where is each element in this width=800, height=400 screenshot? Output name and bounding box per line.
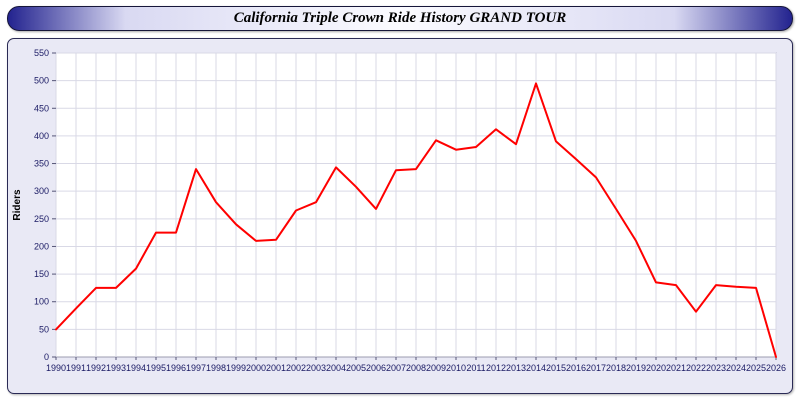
y-tick-label: 250 [34,214,49,224]
x-tick-label: 2015 [546,363,566,373]
x-tick-label: 2024 [726,363,746,373]
x-tick-label: 2000 [246,363,266,373]
y-tick-label: 450 [34,103,49,113]
x-tick-label: 2026 [766,363,786,373]
y-axis-label: Riders [12,189,23,221]
x-tick-label: 1990 [46,363,66,373]
x-tick-label: 1991 [66,363,86,373]
y-tick-label: 50 [39,324,49,334]
x-tick-label: 1997 [186,363,206,373]
x-tick-label: 1996 [166,363,186,373]
x-tick-label: 2007 [386,363,406,373]
chart-title: California Triple Crown Ride History GRA… [233,10,567,26]
x-tick-label: 2003 [306,363,326,373]
x-tick-label: 2001 [266,363,286,373]
x-tick-label: 2022 [686,363,706,373]
x-tick-label: 2011 [466,363,485,373]
x-tick-label: 1998 [206,363,226,373]
x-tick-label: 2005 [346,363,366,373]
y-tick-label: 500 [34,76,49,86]
y-tick-label: 100 [34,297,49,307]
y-tick-label: 150 [34,269,49,279]
x-tick-label: 1994 [126,363,146,373]
x-tick-label: 2002 [286,363,306,373]
chart-panel: 1990 1991 1992 1993 1994 1995 1996 1997 1998 1999… [7,38,793,394]
x-tick-label: 2025 [746,363,766,373]
x-tick-label: 1992 [86,363,106,373]
chart-svg: 1990 1991 1992 1993 1994 1995 1996 1997 1998 1999… [12,48,786,373]
x-tick-label: 2012 [486,363,506,373]
x-tick-label: 1993 [106,363,126,373]
x-tick-label: 1995 [146,363,166,373]
y-tick-label: 400 [34,131,49,141]
x-tick-label: 2006 [366,363,386,373]
x-tick-label: 2017 [586,363,606,373]
y-tick-label: 350 [34,159,49,169]
x-tick-label: 2013 [506,363,526,373]
y-tick-label: 300 [34,186,49,196]
x-tick-label: 2020 [646,363,666,373]
x-tick-label: 2009 [426,363,446,373]
x-tick-label: 1999 [226,363,246,373]
y-tick-label: 0 [44,352,49,362]
x-tick-label: 2010 [446,363,466,373]
y-tick-label: 200 [34,241,49,251]
x-tick-label: 2008 [406,363,426,373]
y-tick-label: 550 [34,48,49,58]
x-tick-label: 2016 [566,363,586,373]
x-tick-label: 2019 [626,363,646,373]
x-tick-label: 2014 [526,363,546,373]
chart-title-bar: California Triple Crown Ride History GRA… [7,6,793,31]
x-tick-label: 2018 [606,363,626,373]
series-line-riders [55,82,777,358]
x-tick-label: 2023 [706,363,726,373]
x-tick-label: 2004 [326,363,346,373]
x-tick-label: 2021 [666,363,686,373]
